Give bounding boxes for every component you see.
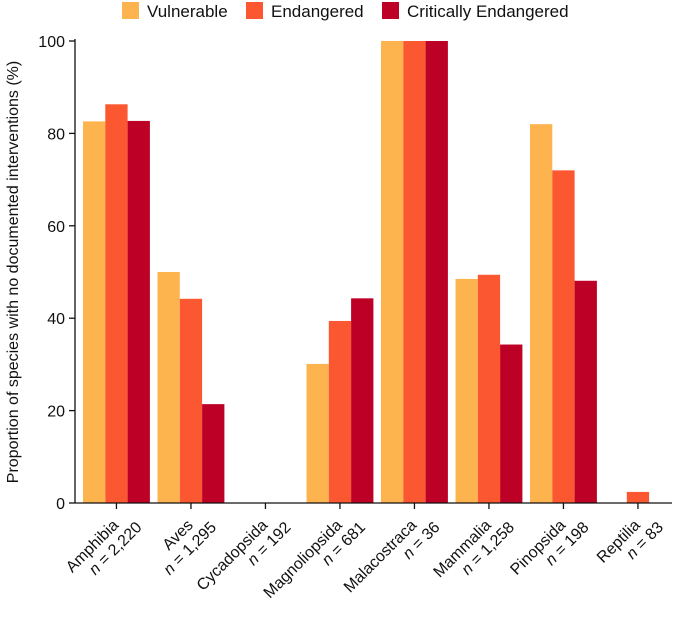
y-tick-label-40: 40: [47, 311, 65, 328]
legend: Vulnerable Endangered Critically Endangere…: [122, 2, 569, 21]
legend-swatch: [122, 2, 139, 19]
bar-magnoliopsida-endangered: [328, 320, 352, 503]
bar-magnoliopsida-vulnerable: [306, 363, 329, 503]
legend-label: Critically Endangered: [407, 2, 569, 21]
legend-item-endangered: Endangered: [246, 2, 364, 21]
legend-item-critically-endangered: Critically Endangered: [382, 2, 569, 21]
bar-pinopsida-vulnerable: [530, 124, 553, 503]
bar-reptilia-endangered: [626, 491, 650, 503]
legend-swatch: [246, 2, 263, 19]
bar-amphibia-vulnerable: [83, 121, 106, 503]
legend-label: Vulnerable: [147, 2, 228, 21]
bars: [83, 41, 650, 504]
y-axis-label: Proportion of species with no documented…: [5, 61, 22, 483]
y-tick-label-0: 0: [56, 496, 65, 513]
bar-mammalia-critically-endangered: [500, 344, 523, 503]
bar-mammalia-vulnerable: [455, 278, 478, 503]
bar-pinopsida-critically-endangered: [574, 280, 597, 503]
legend-item-vulnerable: Vulnerable: [122, 2, 228, 21]
bar-aves-endangered: [179, 298, 203, 503]
y-tick-label-100: 100: [38, 34, 65, 51]
y-tick-label-80: 80: [47, 126, 65, 143]
legend-label: Endangered: [271, 2, 364, 21]
bar-magnoliopsida-critically-endangered: [351, 298, 374, 503]
bar-aves-vulnerable: [157, 272, 180, 503]
bar-mammalia-endangered: [477, 274, 501, 503]
bar-pinopsida-endangered: [552, 170, 575, 504]
bar-aves-critically-endangered: [202, 404, 225, 503]
bar-malacostraca-vulnerable: [381, 41, 404, 503]
bar-amphibia-critically-endangered: [127, 120, 150, 504]
axes: 0 20 40 60 80 100: [38, 34, 672, 513]
y-tick-label-60: 60: [47, 219, 65, 236]
bar-amphibia-endangered: [105, 104, 128, 503]
bar-malacostraca-endangered: [403, 41, 426, 503]
bar-malacostraca-critically-endangered: [425, 41, 448, 503]
legend-swatch: [382, 2, 399, 19]
y-tick-label-20: 20: [47, 404, 65, 421]
